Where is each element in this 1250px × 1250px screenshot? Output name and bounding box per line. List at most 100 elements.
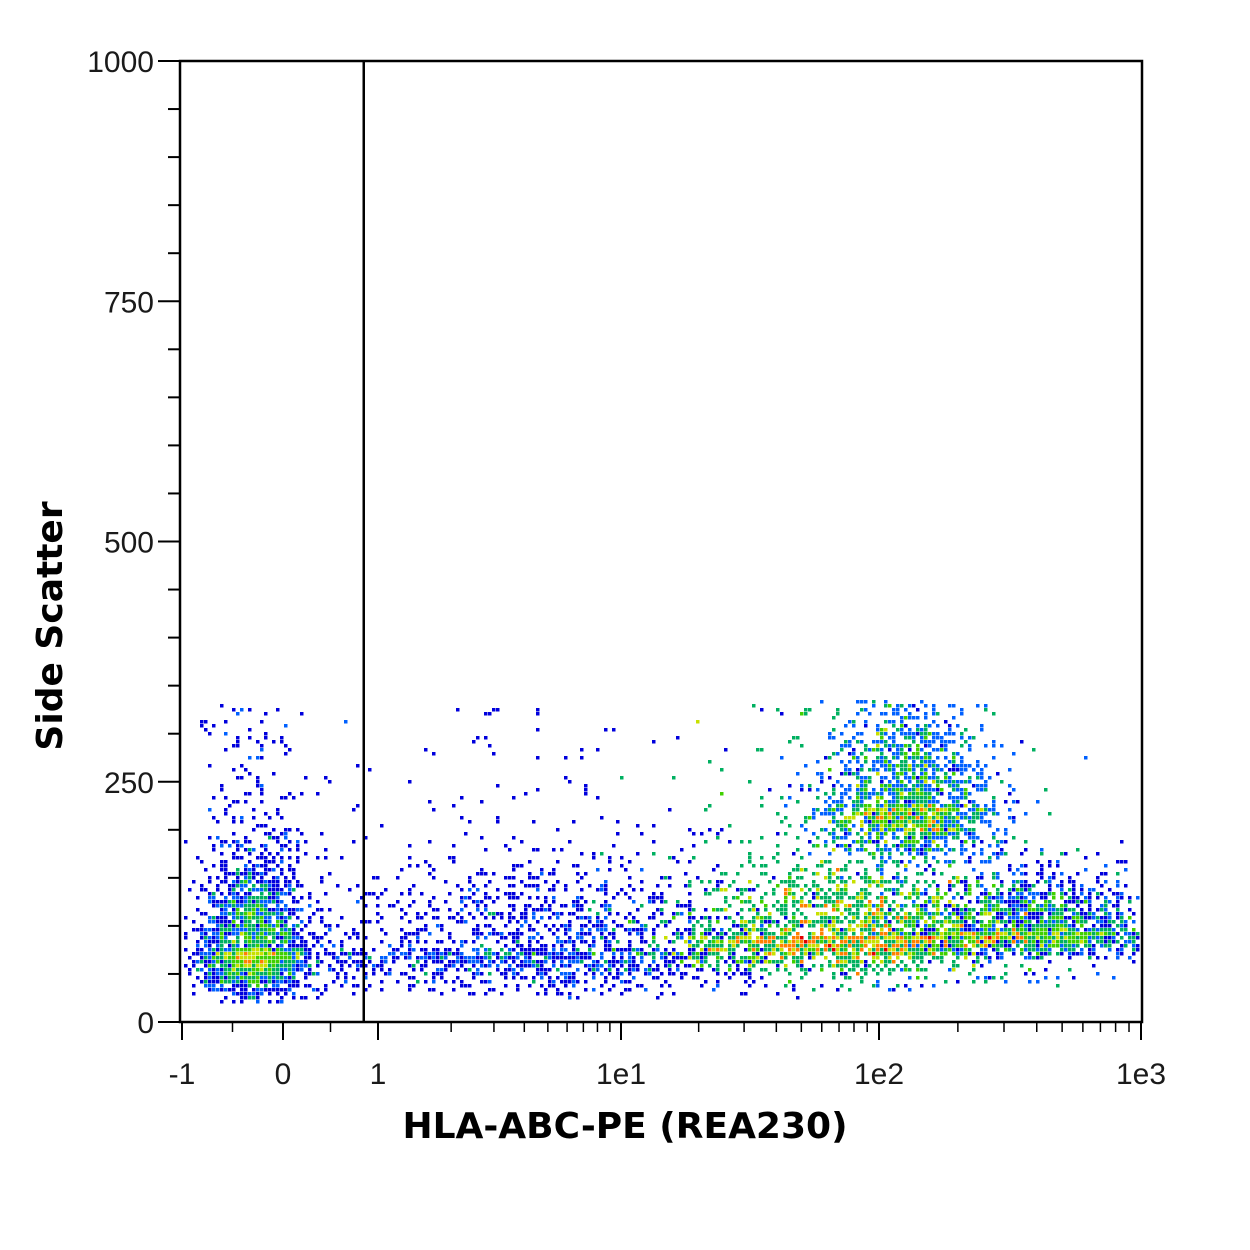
- data-point: [960, 852, 964, 856]
- data-point: [552, 900, 556, 904]
- data-point: [208, 964, 212, 968]
- data-point: [980, 928, 984, 932]
- data-point: [860, 920, 864, 924]
- data-point: [1136, 932, 1140, 936]
- data-point: [616, 892, 620, 896]
- data-point: [276, 956, 280, 960]
- data-point: [1056, 912, 1060, 916]
- data-point: [736, 960, 740, 964]
- data-point: [748, 964, 752, 968]
- data-point: [284, 964, 288, 968]
- data-point: [240, 872, 244, 876]
- data-point: [1012, 908, 1016, 912]
- data-point: [900, 952, 904, 956]
- data-point: [288, 940, 292, 944]
- data-point: [424, 928, 428, 932]
- data-point: [392, 952, 396, 956]
- data-point: [932, 708, 936, 712]
- data-point: [908, 912, 912, 916]
- data-point: [932, 816, 936, 820]
- data-point: [1088, 908, 1092, 912]
- data-point: [224, 900, 228, 904]
- data-point: [624, 980, 628, 984]
- data-point: [312, 972, 316, 976]
- data-point: [864, 700, 868, 704]
- data-point: [552, 964, 556, 968]
- data-point: [264, 960, 268, 964]
- data-point: [396, 876, 400, 880]
- data-point: [812, 956, 816, 960]
- data-point: [520, 944, 524, 948]
- data-point: [1068, 888, 1072, 892]
- data-point: [652, 956, 656, 960]
- data-point: [732, 948, 736, 952]
- data-point: [916, 732, 920, 736]
- data-point: [972, 808, 976, 812]
- data-point: [1024, 912, 1028, 916]
- data-point: [688, 936, 692, 940]
- data-point: [260, 880, 264, 884]
- data-point: [304, 996, 308, 1000]
- data-point: [872, 912, 876, 916]
- data-point: [756, 948, 760, 952]
- data-point: [820, 912, 824, 916]
- data-point: [960, 840, 964, 844]
- data-point: [536, 972, 540, 976]
- data-point: [688, 952, 692, 956]
- data-point: [1000, 976, 1004, 980]
- data-point: [1060, 884, 1064, 888]
- data-point: [352, 984, 356, 988]
- data-point: [828, 948, 832, 952]
- data-point: [728, 964, 732, 968]
- data-point: [312, 988, 316, 992]
- data-point: [308, 948, 312, 952]
- data-point: [280, 856, 284, 860]
- data-point: [912, 788, 916, 792]
- data-point: [900, 940, 904, 944]
- data-point: [248, 960, 252, 964]
- data-point: [880, 912, 884, 916]
- data-point: [540, 964, 544, 968]
- data-point: [264, 812, 268, 816]
- data-point: [960, 804, 964, 808]
- data-point: [764, 920, 768, 924]
- data-point: [784, 964, 788, 968]
- data-point: [1076, 848, 1080, 852]
- data-point: [792, 916, 796, 920]
- data-point: [880, 756, 884, 760]
- data-point: [1084, 936, 1088, 940]
- data-point: [224, 968, 228, 972]
- data-point: [220, 924, 224, 928]
- data-point: [924, 804, 928, 808]
- data-point: [932, 740, 936, 744]
- data-point: [828, 796, 832, 800]
- data-point: [784, 956, 788, 960]
- data-point: [672, 960, 676, 964]
- data-point: [528, 936, 532, 940]
- data-point: [868, 940, 872, 944]
- data-point: [536, 940, 540, 944]
- data-point: [880, 944, 884, 948]
- data-point: [908, 704, 912, 708]
- data-point: [364, 952, 368, 956]
- data-point: [280, 940, 284, 944]
- data-point: [840, 820, 844, 824]
- data-point: [596, 928, 600, 932]
- data-point: [812, 932, 816, 936]
- data-point: [868, 820, 872, 824]
- data-point: [876, 744, 880, 748]
- data-point: [880, 732, 884, 736]
- data-point: [944, 776, 948, 780]
- data-point: [924, 924, 928, 928]
- data-point: [556, 928, 560, 932]
- data-point: [940, 912, 944, 916]
- data-point: [648, 896, 652, 900]
- data-point: [856, 808, 860, 812]
- data-point: [260, 792, 264, 796]
- data-point: [960, 844, 964, 848]
- data-point: [856, 784, 860, 788]
- data-point: [492, 928, 496, 932]
- data-point: [356, 984, 360, 988]
- data-point: [924, 760, 928, 764]
- data-point: [584, 788, 588, 792]
